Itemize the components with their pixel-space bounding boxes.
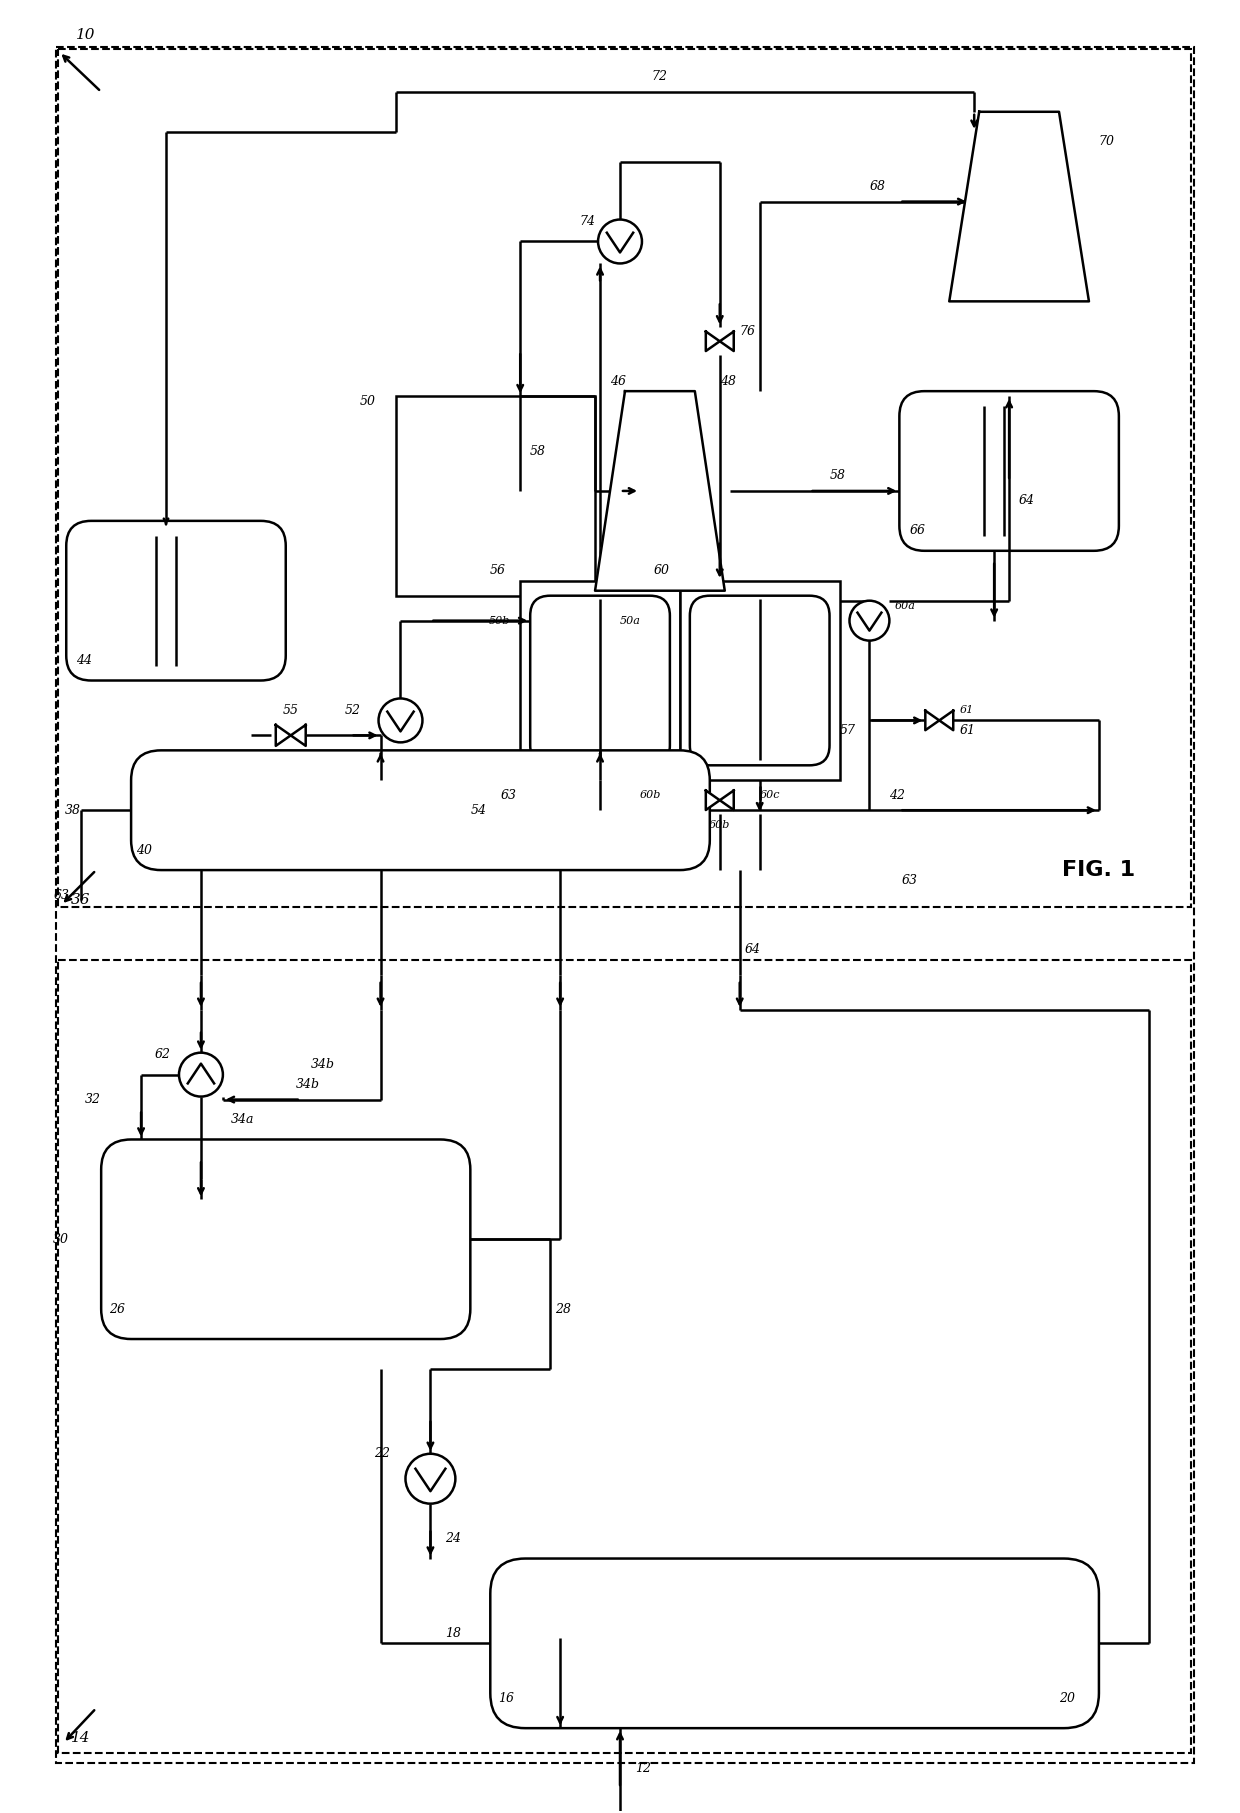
Text: 38: 38 [66,803,81,816]
Text: 74: 74 [579,216,595,228]
Text: 46: 46 [610,375,626,388]
Bar [58,49,1190,906]
Text: 55: 55 [283,703,299,716]
Polygon shape [706,332,719,352]
Text: 52: 52 [345,703,361,716]
Text: 50: 50 [360,395,376,408]
Polygon shape [290,725,306,745]
Text: 60b: 60b [640,790,661,800]
Text: 16: 16 [498,1692,515,1704]
Text: FIG. 1: FIG. 1 [1063,859,1136,879]
Bar [58,959,1190,1753]
Text: 14: 14 [71,1731,91,1746]
Polygon shape [719,332,734,352]
Circle shape [405,1454,455,1503]
Text: 76: 76 [740,325,755,337]
FancyBboxPatch shape [131,751,709,870]
Text: 63: 63 [500,789,516,801]
FancyBboxPatch shape [102,1140,470,1340]
Text: 18: 18 [445,1626,461,1641]
Text: 20: 20 [1059,1692,1075,1704]
Text: 60b: 60b [709,819,730,830]
Polygon shape [950,112,1089,301]
Text: 60c: 60c [760,790,780,800]
Polygon shape [925,711,939,731]
Text: 42: 42 [889,789,905,801]
Polygon shape [275,725,290,745]
Text: 61: 61 [960,705,973,716]
Circle shape [598,219,642,263]
Text: 30: 30 [53,1233,69,1246]
Text: 58: 58 [830,470,846,482]
Circle shape [179,1053,223,1097]
Text: 22: 22 [374,1447,391,1459]
Polygon shape [939,711,954,731]
Text: 62: 62 [155,1048,171,1061]
Bar [521,580,680,780]
FancyBboxPatch shape [490,1559,1099,1728]
Text: 61: 61 [960,723,975,736]
Text: 58: 58 [531,444,546,457]
FancyBboxPatch shape [689,596,830,765]
Text: 50b: 50b [489,616,510,625]
Polygon shape [719,790,734,810]
Text: 66: 66 [909,524,925,537]
Bar [680,580,839,780]
Text: 26: 26 [109,1302,125,1316]
FancyBboxPatch shape [531,596,670,765]
Text: 64: 64 [1019,495,1035,508]
Circle shape [378,698,423,742]
Text: 57: 57 [839,723,856,736]
Text: 12: 12 [635,1762,651,1775]
Text: 68: 68 [869,179,885,194]
Text: 10: 10 [76,27,95,42]
Text: 70: 70 [1099,136,1115,149]
Text: 48: 48 [719,375,735,388]
Text: 34a: 34a [231,1113,254,1126]
Text: 54: 54 [470,803,486,816]
Text: 28: 28 [556,1302,572,1316]
Text: 34b: 34b [311,1059,335,1071]
Text: 72: 72 [652,71,668,83]
Polygon shape [706,790,719,810]
Text: 44: 44 [76,654,92,667]
Text: 40: 40 [136,843,153,856]
Text: 36: 36 [71,894,91,906]
FancyBboxPatch shape [66,520,285,680]
Text: 32: 32 [86,1093,102,1106]
Polygon shape [595,392,724,591]
Text: 63: 63 [53,888,69,901]
Text: 64: 64 [745,943,760,957]
Circle shape [849,600,889,640]
Text: 24: 24 [445,1532,461,1545]
Text: 50a: 50a [620,616,641,625]
Bar [396,397,595,596]
FancyBboxPatch shape [899,392,1118,551]
Text: 60: 60 [653,564,670,577]
Text: 56: 56 [490,564,505,577]
Text: 63: 63 [901,874,918,887]
Text: 34b: 34b [295,1079,320,1091]
Text: 60a: 60a [894,600,915,611]
